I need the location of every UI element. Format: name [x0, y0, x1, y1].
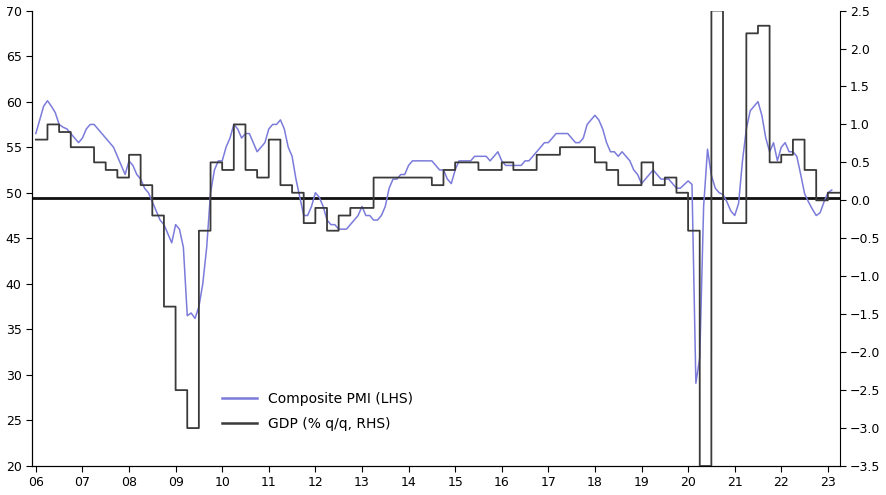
Legend: Composite PMI (LHS), GDP (% q/q, RHS): Composite PMI (LHS), GDP (% q/q, RHS) [216, 386, 418, 436]
